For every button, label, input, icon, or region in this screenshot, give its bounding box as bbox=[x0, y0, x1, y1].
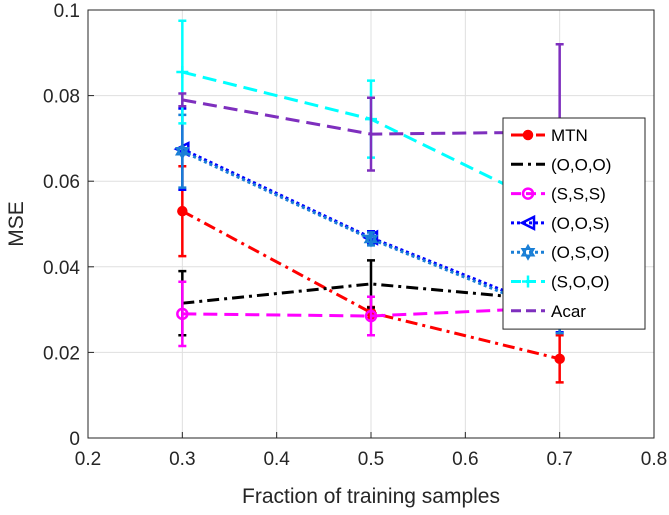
x-axis-title: Fraction of training samples bbox=[242, 485, 500, 508]
legend-item: MTN bbox=[511, 126, 588, 145]
data-point bbox=[177, 205, 188, 217]
y-tick-label: 0.1 bbox=[54, 1, 80, 22]
legend-item: (O,O,S) bbox=[511, 214, 610, 233]
legend-box bbox=[502, 117, 646, 330]
error-bar bbox=[178, 92, 187, 108]
y-tick-label: 0.02 bbox=[43, 343, 80, 364]
x-tick-label: 0.2 bbox=[75, 449, 101, 470]
series-line bbox=[181, 209, 561, 361]
legend-item: Acar bbox=[511, 302, 586, 321]
legend-marker bbox=[522, 275, 534, 288]
legend-label: (O,O,O) bbox=[551, 155, 611, 174]
series-line bbox=[181, 147, 561, 315]
legend-label: (S,S,S) bbox=[551, 185, 606, 204]
y-tick-label: 0.04 bbox=[43, 258, 80, 279]
legend-label: (O,S,O) bbox=[551, 243, 610, 262]
legend-item: (S,S,S) bbox=[511, 185, 606, 204]
x-tick-label: 0.8 bbox=[641, 449, 667, 470]
legend-label: MTN bbox=[551, 126, 588, 145]
error-bar bbox=[367, 96, 375, 172]
legend-item: (O,S,O) bbox=[511, 243, 610, 262]
legend-marker bbox=[519, 214, 536, 231]
x-tick-label: 0.4 bbox=[263, 449, 290, 470]
data-point bbox=[174, 142, 190, 160]
x-tick-label: 0.3 bbox=[169, 449, 195, 470]
error-bar bbox=[178, 280, 187, 348]
y-tick-label: 0 bbox=[69, 429, 80, 450]
data-point bbox=[364, 309, 378, 323]
series-line bbox=[181, 149, 561, 318]
x-tick-label: 0.6 bbox=[452, 449, 478, 470]
legend-item: (O,O,O) bbox=[511, 155, 611, 174]
legend-marker bbox=[520, 243, 536, 261]
legend-label: (S,O,O) bbox=[551, 273, 610, 292]
legend-label: (O,O,S) bbox=[551, 214, 610, 233]
legend-item: (S,O,O) bbox=[511, 273, 610, 292]
x-tick-label: 0.7 bbox=[546, 449, 572, 470]
tick-labels: 0.2 0.3 0.4 0.5 0.6 0.7 0.8 0 0.02 0.04 0.06 0.08 0.… bbox=[43, 1, 667, 470]
legend-marker bbox=[521, 187, 535, 200]
x-tick-label: 0.5 bbox=[358, 449, 384, 470]
y-tick-label: 0.06 bbox=[43, 172, 80, 193]
data-point bbox=[176, 307, 189, 321]
y-axis-title: MSE bbox=[5, 201, 28, 247]
legend-marker bbox=[522, 129, 534, 141]
data-point bbox=[176, 66, 189, 79]
legend-label: Acar bbox=[551, 302, 586, 321]
error-bar bbox=[367, 295, 375, 337]
legend: MTN (O,O,O) (S,S,S) (O,O,S) (O,S,O) (S,O,O) Ac… bbox=[502, 117, 646, 330]
y-tick-label: 0.08 bbox=[43, 87, 80, 108]
data-point bbox=[363, 230, 379, 248]
data-point bbox=[554, 353, 565, 365]
